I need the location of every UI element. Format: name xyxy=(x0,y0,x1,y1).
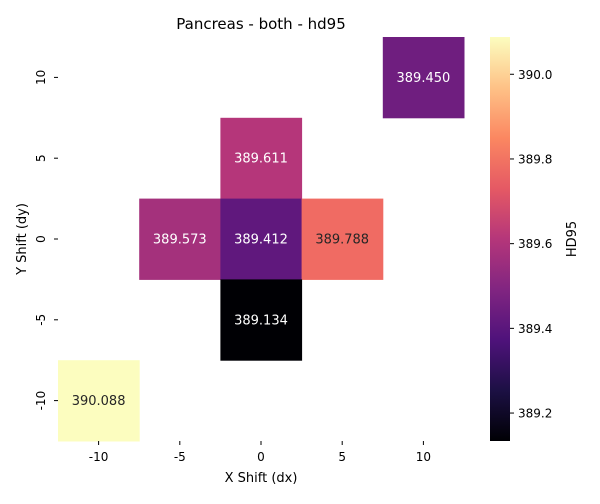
x-tick-label: 0 xyxy=(257,450,265,464)
x-tick-label: 5 xyxy=(338,450,346,464)
cell-value-label: 390.088 xyxy=(72,394,126,409)
heatmap-cell xyxy=(58,360,140,442)
y-tick-label: 5 xyxy=(34,154,48,162)
cell-value-label: 389.450 xyxy=(397,71,451,86)
colorbar-ticks: 389.2 389.4 389.6 389.8 390.0 xyxy=(510,68,552,421)
heatmap-cell xyxy=(220,117,303,200)
y-tick-label: -5 xyxy=(34,314,48,326)
chart-title: Pancreas - both - hd95 xyxy=(176,15,346,33)
cell-value-label: 389.788 xyxy=(315,233,369,248)
y-tick-label: 10 xyxy=(34,70,48,85)
colorbar-tick-label: 389.2 xyxy=(518,407,552,421)
heatmap-cell xyxy=(220,198,303,280)
x-tick-label: -5 xyxy=(174,450,186,464)
x-axis-ticks: -10 -5 0 5 10 xyxy=(89,441,431,464)
x-tick-label: 10 xyxy=(416,450,431,464)
colorbar-tick-label: 389.6 xyxy=(518,237,552,251)
x-tick-label: -10 xyxy=(89,450,109,464)
colorbar-tick-label: 390.0 xyxy=(518,68,552,82)
y-tick-label: -10 xyxy=(34,391,48,411)
heatmap-cells: 389.450 389.611 389.573 389.412 389.788 389.1… xyxy=(58,37,465,442)
cell-value-label: 389.134 xyxy=(234,313,288,328)
heatmap-cell xyxy=(220,279,303,361)
y-tick-label: 0 xyxy=(34,235,48,243)
y-axis-ticks: 10 5 0 -5 -10 xyxy=(34,70,58,411)
colorbar xyxy=(490,37,510,441)
heatmap-cell xyxy=(139,198,221,280)
y-axis-label: Y Shift (dy) xyxy=(15,203,30,276)
heatmap-cell xyxy=(301,198,384,280)
colorbar-label: HD95 xyxy=(565,221,580,257)
heatmap-cell xyxy=(382,37,465,119)
x-axis-label: X Shift (dx) xyxy=(225,471,298,486)
colorbar-tick-label: 389.8 xyxy=(518,152,552,166)
cell-value-label: 389.412 xyxy=(234,233,288,248)
cell-value-label: 389.573 xyxy=(153,233,207,248)
colorbar-tick-label: 389.4 xyxy=(518,322,552,336)
cell-value-label: 389.611 xyxy=(234,152,288,167)
